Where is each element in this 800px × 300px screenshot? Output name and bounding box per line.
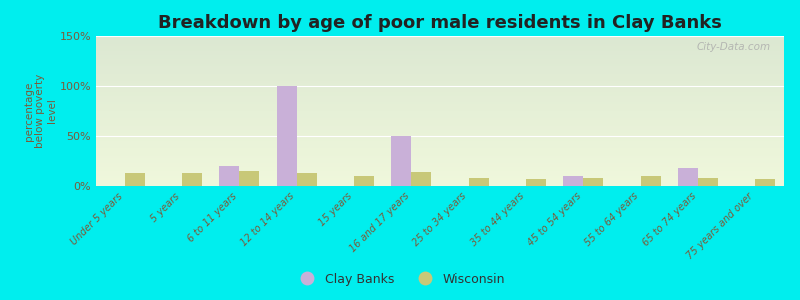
Bar: [698, 178, 718, 186]
Bar: [526, 179, 546, 186]
Bar: [755, 179, 775, 186]
Bar: [411, 172, 431, 186]
Bar: [125, 173, 145, 186]
Bar: [583, 178, 603, 186]
Bar: [469, 178, 489, 186]
Bar: [297, 173, 317, 186]
Bar: [219, 166, 239, 186]
Y-axis label: percentage
below poverty
level: percentage below poverty level: [23, 74, 57, 148]
Bar: [354, 176, 374, 186]
Text: City-Data.com: City-Data.com: [696, 42, 770, 52]
Bar: [277, 86, 297, 186]
Bar: [239, 171, 259, 186]
Title: Breakdown by age of poor male residents in Clay Banks: Breakdown by age of poor male residents …: [158, 14, 722, 32]
Bar: [563, 176, 583, 186]
Bar: [678, 168, 698, 186]
Bar: [641, 176, 661, 186]
Legend: Clay Banks, Wisconsin: Clay Banks, Wisconsin: [290, 268, 510, 291]
Bar: [391, 136, 411, 186]
Bar: [182, 173, 202, 186]
